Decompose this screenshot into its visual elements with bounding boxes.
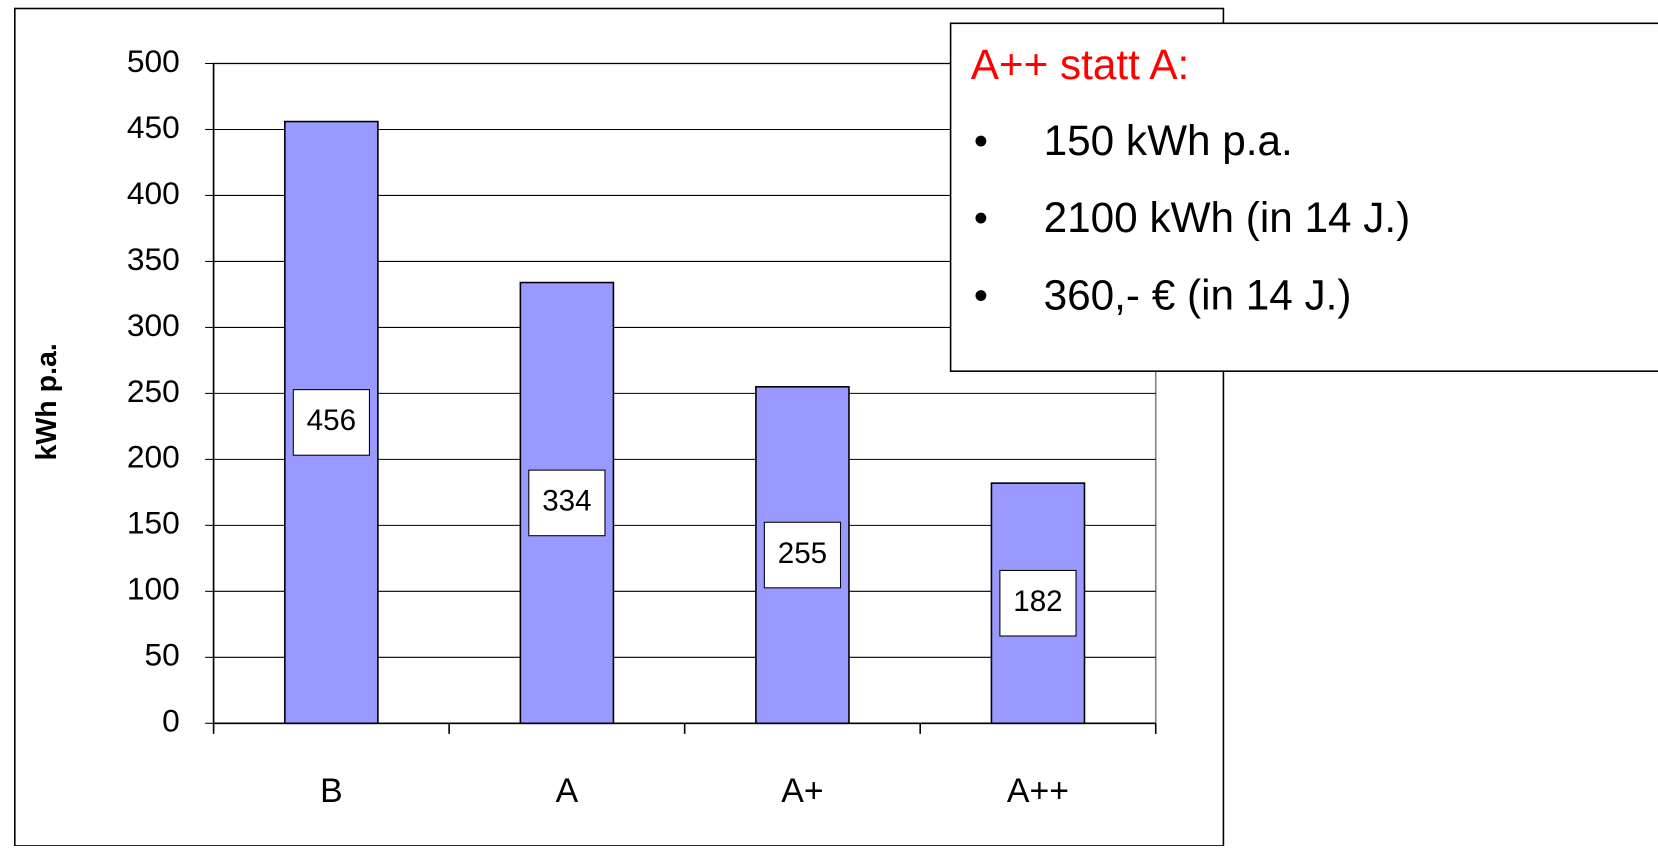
x-tick-label: B — [320, 772, 343, 810]
annotation-item: 360,- € (in 14 J.) — [1044, 271, 1352, 318]
bullet: • — [974, 196, 988, 241]
y-tick-label: 0 — [162, 703, 180, 739]
y-tick-label: 300 — [127, 307, 180, 343]
x-tick-label: A++ — [1007, 772, 1069, 810]
y-tick-label: 50 — [144, 637, 179, 673]
y-tick-label: 350 — [127, 241, 180, 277]
y-axis-label: kWh p.a. — [31, 343, 63, 460]
annotation-box — [949, 22, 1658, 372]
annotation-item: 150 kWh p.a. — [1044, 117, 1293, 164]
data-label: 334 — [542, 485, 591, 518]
y-tick-label: 500 — [127, 43, 180, 79]
y-tick-label: 400 — [127, 175, 180, 211]
annotation-title: A++ statt A: — [971, 41, 1190, 88]
data-label-box — [763, 521, 842, 589]
bullet: • — [974, 118, 988, 163]
y-tick-label: 100 — [127, 571, 180, 607]
y-tick-label: 450 — [127, 109, 180, 145]
data-label: 255 — [778, 537, 827, 570]
bullet: • — [974, 273, 988, 318]
y-tick-label: 150 — [127, 505, 180, 541]
data-label-box — [528, 469, 606, 537]
data-label-box — [999, 569, 1077, 637]
y-tick-label: 200 — [127, 439, 180, 475]
data-label: 182 — [1013, 585, 1062, 618]
x-tick-label: A — [556, 772, 579, 810]
data-label: 456 — [307, 404, 356, 437]
data-label-box — [292, 389, 370, 456]
annotation-item: 2100 kWh (in 14 J.) — [1044, 194, 1411, 241]
x-tick-label: A+ — [781, 772, 823, 810]
y-tick-label: 250 — [127, 373, 180, 409]
